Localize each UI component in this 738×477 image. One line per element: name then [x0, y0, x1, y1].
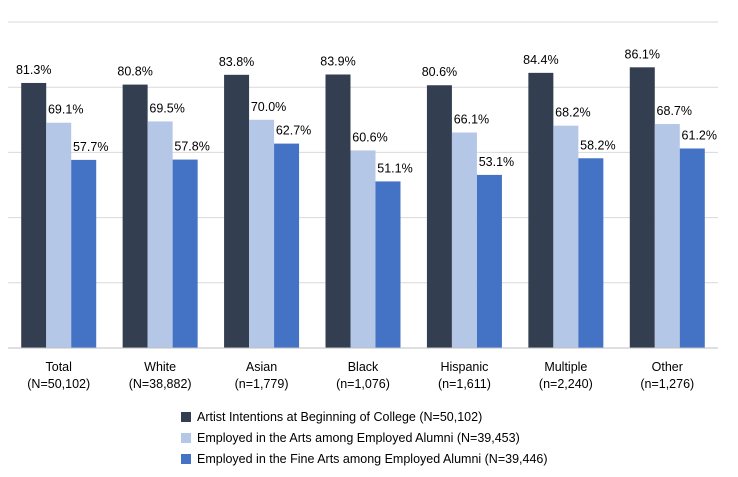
category-label: Total [46, 360, 72, 374]
data-label: 53.1% [479, 155, 514, 169]
data-label: 61.2% [682, 128, 717, 142]
data-label: 80.8% [117, 65, 152, 79]
data-label: 80.6% [422, 65, 457, 79]
bar-2 [654, 124, 680, 349]
bar-3 [679, 148, 705, 348]
bar-1 [528, 72, 554, 348]
legend-label: Artist Intentions at Beginning of Colleg… [197, 409, 483, 424]
bar-2 [147, 121, 173, 349]
data-label: 70.0% [251, 100, 286, 114]
data-label: 57.8% [174, 140, 209, 154]
category-n-label: (N=38,882) [129, 377, 192, 391]
bar-1 [224, 74, 250, 348]
data-label: 83.8% [219, 55, 254, 69]
category-n-label: (N=50,102) [27, 377, 90, 391]
legend-label: Employed in the Fine Arts among Employed… [197, 451, 548, 466]
category-label: Hispanic [440, 360, 488, 374]
data-label: 84.4% [523, 53, 558, 67]
category-label: Asian [246, 360, 277, 374]
category-n-label: (n=1,779) [235, 377, 289, 391]
bar-2 [553, 125, 579, 348]
category-label: Black [348, 360, 379, 374]
data-label: 68.7% [657, 104, 692, 118]
bar-2 [451, 132, 477, 348]
legend-swatch [181, 432, 191, 443]
data-label: 69.5% [149, 101, 184, 115]
legend-swatch [181, 411, 191, 422]
data-label: 51.1% [377, 161, 412, 175]
bar-3 [476, 174, 502, 348]
data-label: 68.2% [555, 106, 590, 120]
category-label: White [144, 360, 176, 374]
bar-1 [426, 85, 452, 348]
bar-1 [629, 67, 655, 349]
bar-3 [578, 158, 604, 348]
bar-3 [375, 181, 401, 348]
data-label: 62.7% [276, 124, 311, 138]
legend-item: Artist Intentions at Beginning of Colleg… [181, 406, 548, 427]
legend: Artist Intentions at Beginning of Colleg… [181, 406, 548, 469]
legend-label: Employed in the Arts among Employed Alum… [197, 430, 520, 445]
category-n-label: (n=1,076) [336, 377, 390, 391]
legend-item: Employed in the Arts among Employed Alum… [181, 427, 548, 448]
data-label: 69.1% [48, 103, 83, 117]
data-label: 86.1% [625, 47, 660, 61]
category-label: Other [652, 360, 683, 374]
bar-2 [350, 150, 376, 348]
category-n-label: (n=1,611) [438, 377, 491, 391]
data-label: 66.1% [454, 113, 489, 127]
bar-2 [249, 119, 275, 348]
bar-2 [46, 122, 72, 348]
category-label: Multiple [544, 360, 587, 374]
legend-swatch [181, 453, 191, 464]
data-label: 57.7% [73, 140, 108, 154]
bar-3 [274, 143, 300, 348]
data-label: 83.9% [320, 54, 355, 68]
bar-1 [325, 74, 351, 349]
bar-chart-svg: 81.3% 69.1% 57.7% Total (N=50,102) 80.8% 69.5%… [8, 21, 718, 391]
data-label: 60.6% [352, 130, 387, 144]
bar-1 [21, 82, 47, 348]
bar-3 [71, 159, 97, 348]
legend-item: Employed in the Fine Arts among Employed… [181, 448, 548, 469]
data-label: 81.3% [16, 63, 51, 77]
bar-3 [172, 159, 198, 348]
data-label: 58.2% [580, 138, 615, 152]
bar-1 [122, 84, 148, 348]
category-n-label: (n=1,276) [640, 377, 694, 391]
category-n-label: (n=2,240) [539, 377, 593, 391]
